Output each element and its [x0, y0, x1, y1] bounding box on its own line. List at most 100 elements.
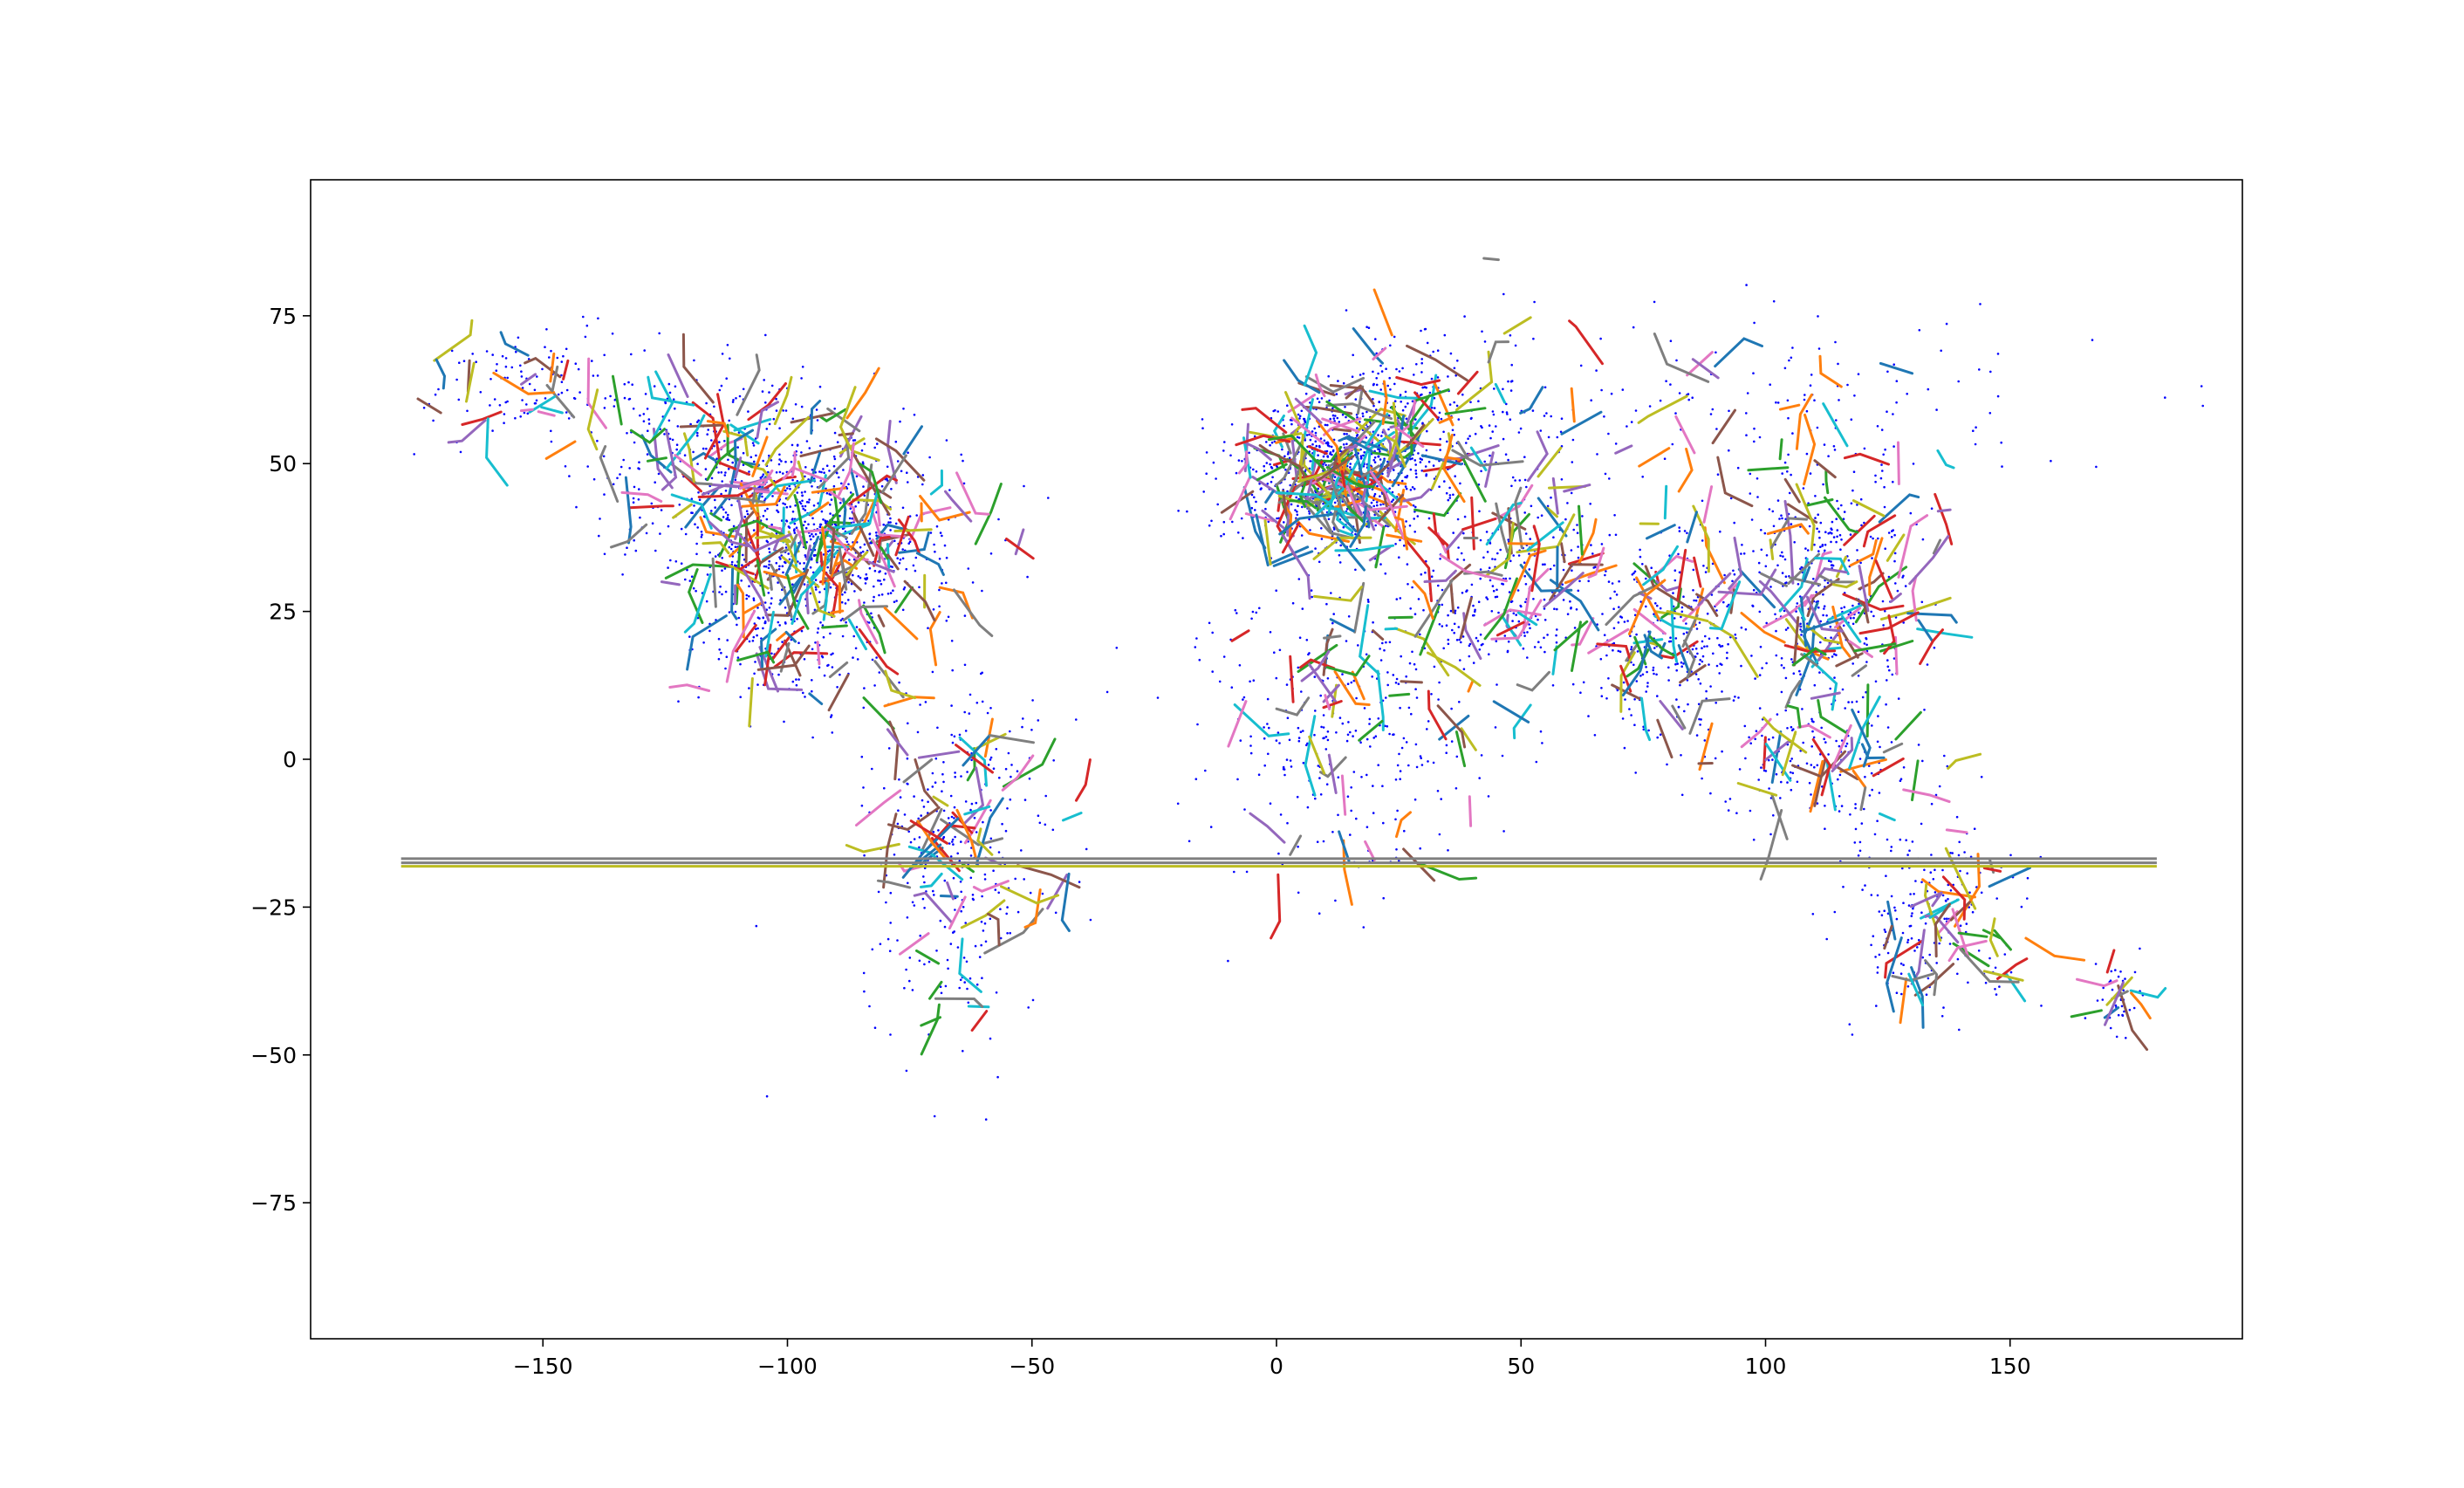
- data-point: [1420, 470, 1424, 472]
- data-point: [832, 464, 836, 468]
- data-point: [1408, 525, 1412, 527]
- data-point: [1389, 388, 1392, 391]
- data-point: [905, 1069, 908, 1073]
- data-point: [1237, 459, 1241, 462]
- data-point: [1394, 682, 1398, 684]
- data-point: [458, 361, 461, 365]
- data-point: [1345, 415, 1347, 419]
- data-point: [873, 569, 877, 573]
- data-point: [745, 593, 749, 597]
- data-point: [1496, 595, 1499, 599]
- data-point: [1427, 517, 1431, 520]
- data-point: [1372, 737, 1375, 739]
- data-point: [888, 950, 892, 952]
- route-line: [1366, 464, 1407, 485]
- route-line: [1740, 612, 1786, 644]
- data-point: [859, 545, 862, 549]
- data-point: [728, 545, 731, 549]
- data-point: [1218, 680, 1222, 683]
- data-point: [1409, 468, 1413, 471]
- route-line: [764, 610, 775, 658]
- route-line: [1326, 655, 1371, 677]
- data-point: [720, 471, 723, 474]
- data-point: [1878, 910, 1881, 913]
- route-line: [743, 600, 764, 614]
- data-point: [1892, 363, 1895, 367]
- data-point: [795, 678, 797, 681]
- data-point: [1858, 611, 1860, 614]
- data-point: [701, 533, 703, 536]
- route-line: [1546, 506, 1558, 518]
- data-point: [1354, 398, 1358, 401]
- data-point: [1341, 722, 1345, 725]
- data-point: [1270, 441, 1274, 444]
- data-point: [1829, 625, 1832, 628]
- data-point: [1238, 664, 1242, 667]
- data-point: [1509, 559, 1512, 563]
- data-point: [808, 447, 811, 449]
- data-point: [894, 522, 898, 525]
- route-line: [773, 375, 793, 426]
- data-point: [1391, 500, 1393, 503]
- data-point: [1502, 410, 1504, 414]
- data-point: [804, 509, 807, 511]
- data-point: [1376, 504, 1379, 507]
- data-point: [862, 706, 866, 710]
- route-line: [720, 462, 751, 477]
- data-point: [1632, 578, 1636, 581]
- data-point: [933, 543, 935, 546]
- route-line: [1769, 538, 1775, 560]
- data-point: [836, 441, 839, 444]
- data-point: [686, 568, 688, 572]
- route-line: [706, 445, 737, 482]
- data-point: [1942, 1006, 1945, 1009]
- data-point: [1893, 552, 1897, 555]
- route-line: [1244, 512, 1275, 523]
- data-point: [1719, 530, 1721, 533]
- data-point: [1402, 737, 1406, 740]
- data-point: [1478, 777, 1481, 779]
- data-point: [1316, 397, 1319, 401]
- route-line: [1393, 516, 1409, 551]
- data-point: [1590, 544, 1592, 546]
- data-point: [1929, 871, 1933, 874]
- data-point: [1823, 605, 1826, 607]
- data-point: [1756, 496, 1759, 498]
- data-point: [1296, 513, 1299, 517]
- data-point: [1240, 517, 1243, 520]
- data-point: [1775, 401, 1777, 404]
- data-point: [951, 840, 954, 843]
- data-point: [639, 516, 641, 519]
- route-line: [845, 367, 880, 420]
- data-point: [933, 1114, 936, 1118]
- data-point: [1398, 752, 1400, 756]
- data-point: [1859, 561, 1862, 565]
- data-point: [745, 597, 748, 600]
- data-point: [1823, 737, 1825, 741]
- data-point: [1325, 783, 1329, 785]
- route-line: [962, 734, 991, 767]
- data-point: [748, 470, 750, 473]
- data-point: [931, 785, 934, 788]
- data-point: [894, 440, 898, 443]
- data-point: [992, 869, 995, 872]
- data-point: [1456, 360, 1459, 362]
- data-point: [2101, 998, 2105, 1001]
- data-point: [1208, 621, 1211, 625]
- data-point: [1774, 613, 1776, 616]
- route-line: [1346, 505, 1365, 524]
- data-point: [1506, 650, 1509, 654]
- data-point: [1783, 461, 1787, 464]
- data-point: [1414, 743, 1418, 746]
- route-line: [1324, 694, 1331, 710]
- data-point: [838, 514, 841, 518]
- data-point: [1488, 653, 1490, 655]
- data-point: [1938, 942, 1940, 945]
- data-point: [1331, 407, 1334, 410]
- data-point: [893, 600, 896, 603]
- data-point: [1799, 628, 1802, 631]
- data-point: [714, 498, 716, 502]
- data-point: [1302, 761, 1305, 765]
- data-point: [1945, 322, 1948, 326]
- data-point: [804, 490, 806, 493]
